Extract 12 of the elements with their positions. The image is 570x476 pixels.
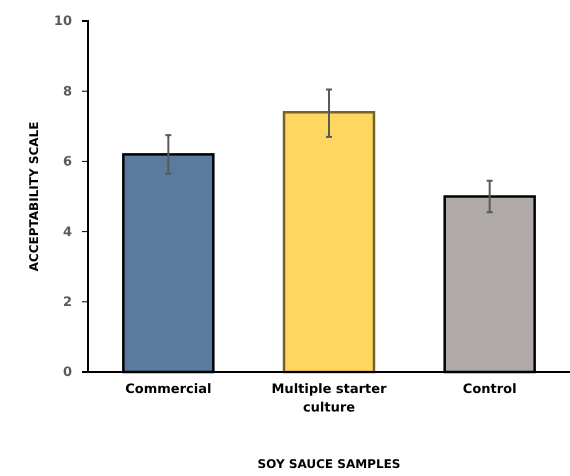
y-tick-label: 0 <box>62 365 72 380</box>
y-tick-label: 4 <box>62 224 72 240</box>
y-tick-label: 2 <box>62 294 72 310</box>
y-tick-label: 10 <box>54 14 72 30</box>
bar <box>282 111 376 374</box>
x-axis-title: SOY SAUCE SAMPLES <box>258 457 400 471</box>
y-axis-title: ACCEPTABILITY SCALE <box>27 122 41 272</box>
x-tick-label: Control <box>462 382 517 398</box>
y-tick-label: 6 <box>62 154 72 170</box>
x-tick-label: Commercial <box>125 382 212 398</box>
x-tick-label: Multiple starter culture <box>271 382 388 416</box>
y-tick-label: 8 <box>62 84 72 100</box>
